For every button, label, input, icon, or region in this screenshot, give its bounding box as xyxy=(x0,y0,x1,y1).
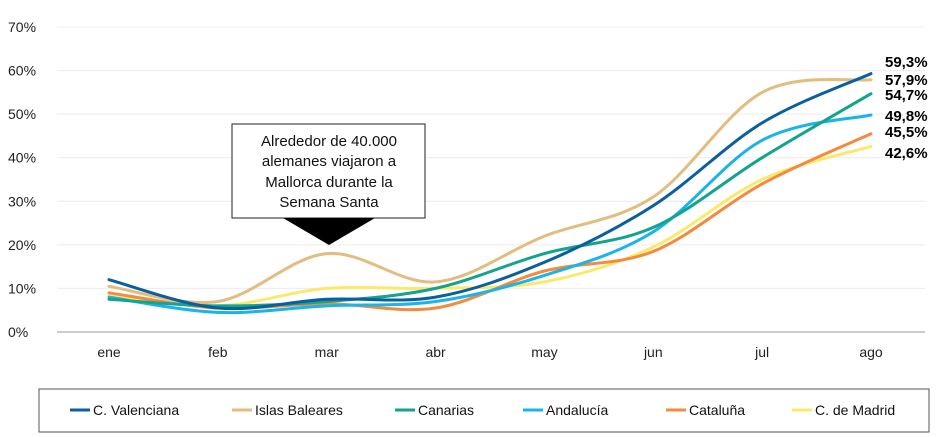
legend-label: Cataluña xyxy=(689,402,745,418)
y-tick-label: 30% xyxy=(8,193,36,209)
end-value-label: 57,9% xyxy=(885,72,928,89)
y-tick-label: 70% xyxy=(8,19,36,35)
x-tick-label: ene xyxy=(97,344,121,360)
legend-label: Andalucía xyxy=(546,402,608,418)
annotation-line-3: Mallorca durante la xyxy=(265,174,393,191)
x-tick-label: abr xyxy=(425,344,446,360)
y-tick-label: 20% xyxy=(8,237,36,253)
annotation-box xyxy=(231,123,426,219)
x-tick-label: feb xyxy=(208,344,228,360)
y-tick-label: 10% xyxy=(8,280,36,296)
x-axis-ticks: ene feb mar abr may jun jul ago xyxy=(97,344,883,360)
y-tick-label: 40% xyxy=(8,150,36,166)
series-line xyxy=(107,72,873,311)
x-tick-label: jul xyxy=(754,344,769,360)
y-tick-label: 0% xyxy=(8,324,28,340)
legend-label: Canarias xyxy=(418,402,474,418)
end-value-label: 54,7% xyxy=(885,87,928,104)
x-tick-label: ago xyxy=(859,344,883,360)
x-tick-label: jun xyxy=(643,344,663,360)
annotation-callout: Alrededor de 40.000 alemanes viajaron a … xyxy=(231,123,426,245)
series-line xyxy=(107,113,873,315)
end-value-label: 45,5% xyxy=(885,124,928,141)
annotation-pointer xyxy=(283,218,375,245)
annotation-line-1: Alrededor de 40.000 xyxy=(261,133,397,150)
end-value-label: 59,3% xyxy=(885,54,928,71)
series-lines xyxy=(107,72,873,315)
annotation-line-2: alemanes viajaron a xyxy=(262,153,397,170)
end-value-label: 49,8% xyxy=(885,108,928,125)
y-tick-label: 60% xyxy=(8,63,36,79)
legend-label: Islas Baleares xyxy=(255,402,343,418)
legend: C. Valenciana Islas Baleares Canarias Andal… xyxy=(70,402,895,418)
x-tick-label: mar xyxy=(315,344,339,360)
legend-label: C. Valenciana xyxy=(93,402,179,418)
x-tick-label: may xyxy=(531,344,557,360)
legend-label: C. de Madrid xyxy=(815,402,895,418)
annotation-line-4: Semana Santa xyxy=(279,194,379,211)
series-line xyxy=(107,77,873,304)
gridlines xyxy=(57,26,925,333)
series-line xyxy=(107,92,873,308)
y-axis-ticks: 0% 10% 20% 30% 40% 50% 60% 70% xyxy=(8,19,36,340)
y-tick-label: 50% xyxy=(8,106,36,122)
end-value-labels: 59,3%57,9%54,7% 49,8%45,5% 42,6% xyxy=(885,54,928,162)
legend-box xyxy=(38,388,930,433)
end-value-label: 42,6% xyxy=(885,145,928,162)
